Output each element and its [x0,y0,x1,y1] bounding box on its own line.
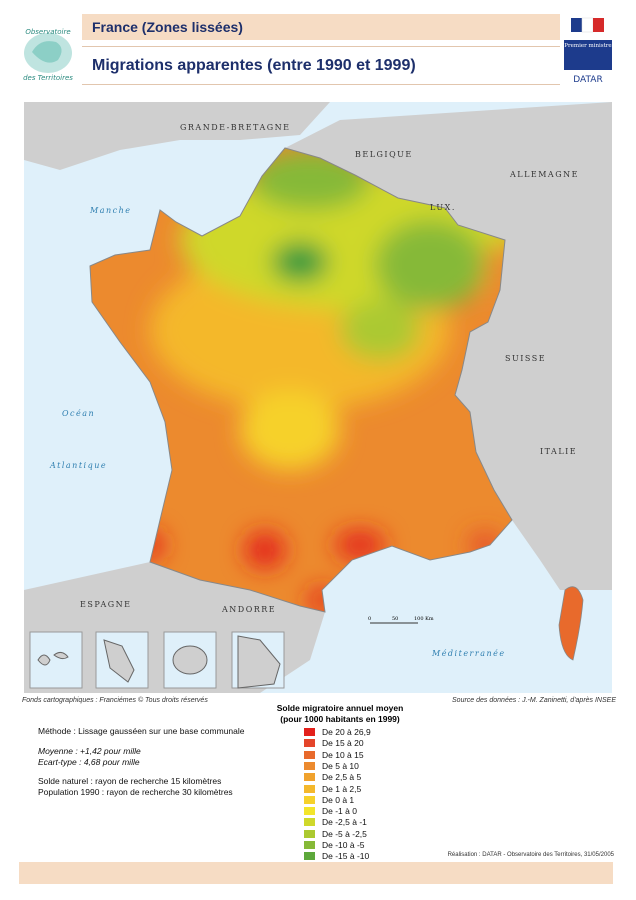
legend-item: De 10 à 15 [304,750,364,761]
inset [29,631,83,689]
legend-label: De 15 à 20 [322,738,364,749]
legend-label: De -1 à 0 [322,806,357,817]
logo-text: Observatoire [25,28,70,36]
legend-swatch [304,750,315,759]
footer-credit: Réalisation : DATAR - Observatoire des T… [447,852,614,858]
country-label: ALLEMAGNE [509,170,579,179]
map-source: Source des données : J.-M. Zaninetti, d'… [452,697,616,704]
legend-swatch [304,807,315,816]
legend-label: De -10 à -5 [322,840,365,850]
legend-title-line: Solde migratoire annuel moyen [276,703,404,713]
scale-label: 0 [368,616,371,622]
legend-item: De 2,5 à 5 [304,772,361,783]
legend-item: De 0 à 1 [304,795,354,806]
legend-label: De 0 à 1 [322,794,355,805]
flag [581,17,594,33]
inset-land [237,635,281,689]
legend-label: De 10 à 15 [322,749,364,760]
sea-label: Manche [89,206,131,215]
legend-item: De 20 à 26,9 [304,727,371,738]
ministry-box [564,40,612,70]
legend-swatch [304,852,315,861]
sea-label: Océan [62,409,95,418]
header-title: Migrations apparentes (entre 1990 et 199… [92,57,416,74]
country-label: ESPAGNE [80,600,131,609]
legend-item: De -1 à 0 [304,806,357,817]
map: GRANDE-BRETAGNE BELGIQUE ALLEMAGNE LUX. … [24,102,612,693]
insets [29,631,285,689]
scale-label: 100 Km [414,616,434,622]
border [89,147,513,613]
legend-swatch [304,841,315,849]
legend-swatch [304,739,315,748]
flag [593,18,604,32]
legend-swatch [304,829,315,838]
country-label: GRANDE-BRETAGNE [180,123,290,132]
ministry-text: Premier ministre [564,43,611,49]
legend-item: De -15 à -10 [304,851,369,862]
land [24,102,330,170]
note: Moyenne : +1,42 pour mille [38,746,141,756]
inset-land [103,639,135,683]
country-label: LUX. [430,203,456,212]
sea-label: Atlantique [49,461,107,470]
legend-swatch [304,818,315,827]
legend-label: De -15 à -10 [322,851,370,862]
logo-datar: Premier ministre DATAR [564,17,612,85]
land [285,102,612,590]
country-label: ANDORRE [221,605,276,614]
note: Population 1990 : rayon de recherche 30 … [38,787,233,797]
legend-label: De 5 à 10 [322,760,359,771]
logo-observatoire: Observatoire des Territoires [23,28,73,82]
note: Ecart-type : 4,68 pour mille [38,757,140,767]
legend-label: De -2,5 à -1 [322,817,367,828]
divider [82,46,560,47]
divider [82,84,560,85]
legend-label: De 20 à 26,9 [322,727,371,737]
legend-label: De -5 à -2,5 [322,828,367,839]
legend-item: De -5 à -2,5 [304,829,367,840]
corsica [558,586,584,661]
legend-item: De 1 à 2,5 [304,784,361,795]
note: Solde naturel : rayon de recherche 15 ki… [38,776,222,786]
header-subtitle: France (Zones lissées) [82,14,560,40]
scale-label: 50 [392,616,398,622]
legend-swatch [304,795,315,804]
sea-label: Méditerranée [431,649,506,658]
country-label: SUISSE [505,354,546,363]
legend-swatch [304,761,315,770]
inset-land [172,645,208,675]
country-label: ITALIE [540,447,577,456]
logo-text: des Territoires [23,74,73,82]
flag [571,18,582,32]
logo-shape [32,41,62,63]
france [90,148,512,612]
legend-item: De 5 à 10 [304,761,359,772]
legend-label: De 1 à 2,5 [322,783,362,794]
legend-label: De 2,5 à 5 [322,772,362,783]
inset-land [37,651,69,666]
legend-swatch [304,784,315,793]
map-credit: Fonds cartographiques : Franciémes © Tou… [22,697,208,704]
note: Méthode : Lissage gausséen sur une base … [38,726,245,736]
legend-title-line: (pour 1000 habitants en 1999) [280,714,400,724]
legend-item: De -2,5 à -1 [304,817,367,828]
legend-swatch [304,728,315,736]
agency-text: DATAR [573,75,602,85]
legend-title: Solde migratoire annuel moyen (pour 1000… [250,703,430,725]
footer-bar [19,862,613,884]
country-label: BELGIQUE [355,150,413,159]
legend-item: De -10 à -5 [304,840,365,851]
legend-item: De 15 à 20 [304,738,364,749]
legend-swatch [304,773,315,782]
